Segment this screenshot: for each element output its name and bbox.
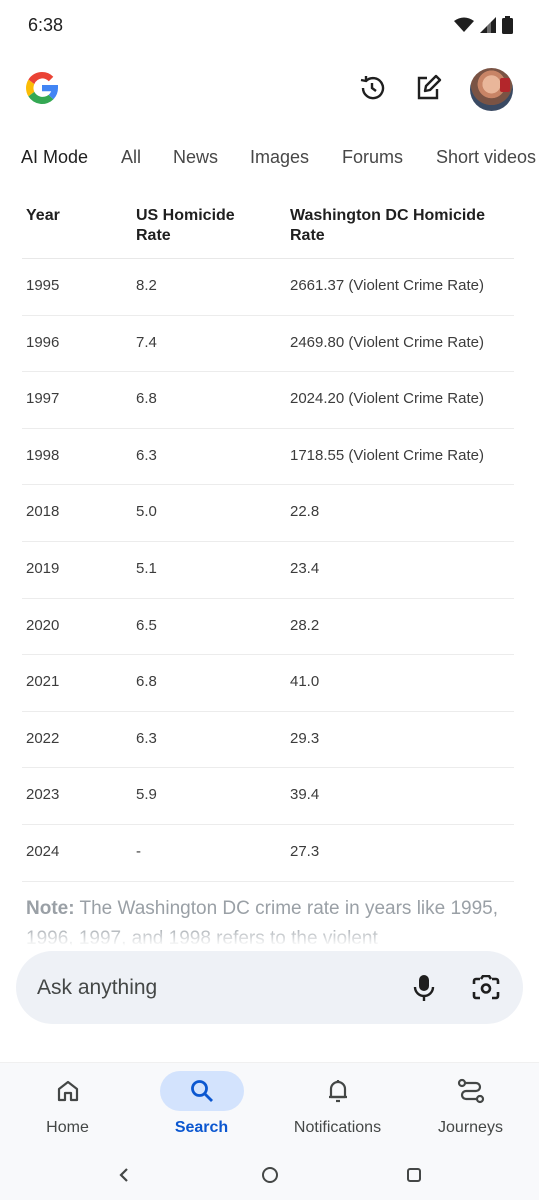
status-bar: 6:38 [0, 0, 539, 50]
system-navigation-bar [0, 1154, 539, 1200]
bottom-navigation: Home Search Notifications Journeys [0, 1062, 539, 1155]
app-header [0, 60, 539, 120]
nav-journeys-label[interactable]: Journeys [438, 1119, 503, 1136]
cell-dc-rate: 1718.55 (Violent Crime Rate) [290, 446, 484, 464]
cell-year: 1995 [26, 277, 60, 294]
search-icon[interactable] [159, 1071, 244, 1111]
note-label: Note: [26, 898, 75, 919]
table-row: 1996 7.4 2469.80 (Violent Crime Rate) [22, 316, 514, 373]
table-row: 2020 6.5 28.2 [22, 599, 514, 656]
tab-images[interactable]: Images [250, 147, 310, 167]
camera-lens-icon[interactable] [469, 971, 503, 1005]
history-icon[interactable] [354, 70, 390, 106]
microphone-icon[interactable] [407, 971, 441, 1005]
cell-us-rate: - [136, 842, 141, 860]
table-row: 2019 5.1 23.4 [22, 542, 514, 599]
back-icon[interactable] [109, 1160, 139, 1190]
cell-year: 2020 [26, 616, 60, 634]
cell-us-rate: 6.8 [136, 390, 157, 408]
table-row: 1995 8.2 2661.37 (Violent Crime Rate) [22, 259, 514, 316]
cell-year: 1996 [26, 333, 60, 351]
cell-us-rate: 5.9 [136, 786, 157, 804]
cell-year: 1997 [26, 390, 60, 408]
google-logo[interactable] [22, 68, 62, 108]
cell-us-rate: 6.8 [136, 673, 157, 691]
cell-year: 2022 [26, 729, 60, 747]
tab-news[interactable]: News [173, 147, 219, 167]
recents-icon[interactable] [399, 1160, 429, 1190]
status-icons [454, 16, 513, 39]
table-row: 1997 6.8 2024.20 (Violent Crime Rate) [22, 372, 514, 429]
bell-icon[interactable] [296, 1071, 380, 1111]
table-row: 1998 6.3 1718.55 (Violent Crime Rate) [22, 429, 514, 486]
nav-notifications[interactable]: Notifications [270, 1063, 405, 1155]
cell-year: 2023 [26, 786, 60, 804]
cell-us-rate: 5.0 [136, 503, 157, 521]
content-fade [0, 925, 539, 955]
ask-input-bar[interactable]: Ask anything [16, 951, 523, 1024]
cell-dc-rate: 39.4 [290, 786, 320, 804]
table-row: 2021 6.8 41.0 [22, 655, 514, 712]
cell-dc-rate: 2469.80 (Violent Crime Rate) [290, 333, 484, 351]
nav-notifications-label[interactable]: Notifications [293, 1119, 382, 1136]
cell-dc-rate: 29.3 [290, 729, 320, 747]
table-row: 2024 - 27.3 [22, 825, 514, 882]
cell-dc-rate: 2661.37 (Violent Crime Rate) [290, 277, 484, 294]
cell-us-rate: 6.3 [136, 446, 157, 464]
table-row: 2018 5.0 22.8 [22, 485, 514, 542]
cell-year: 2018 [26, 503, 60, 521]
cell-year: 1998 [26, 446, 60, 464]
home-icon[interactable] [26, 1071, 110, 1111]
cell-us-rate: 5.1 [136, 559, 157, 577]
home-circle-icon[interactable] [255, 1160, 285, 1190]
tab-forums[interactable]: Forums [342, 147, 404, 167]
ask-input-placeholder[interactable]: Ask anything [37, 976, 158, 999]
signal-icon [480, 17, 496, 38]
cell-us-rate: 7.4 [136, 333, 157, 351]
cell-year: 2021 [26, 673, 60, 691]
status-time: 6:38 [28, 15, 64, 35]
nav-journeys[interactable]: Journeys [403, 1063, 538, 1155]
nav-search-label[interactable]: Search [174, 1119, 229, 1136]
tab-short-videos[interactable]: Short videos [436, 147, 537, 167]
tab-ai-mode[interactable]: AI Mode [21, 147, 89, 167]
cell-dc-rate: 41.0 [290, 673, 320, 691]
cell-us-rate: 6.5 [136, 616, 157, 634]
header-year: Year [26, 207, 60, 224]
cell-dc-rate: 27.3 [290, 842, 320, 860]
cell-year: 2019 [26, 559, 60, 577]
account-avatar[interactable] [470, 68, 513, 111]
battery-icon [502, 16, 513, 39]
header-us-rate: US Homicide Rate [136, 207, 235, 244]
homicide-rate-table: Year US Homicide Rate Washington DC Homi… [22, 196, 514, 882]
cell-dc-rate: 22.8 [290, 503, 320, 521]
nav-home-label[interactable]: Home [46, 1119, 89, 1136]
cell-dc-rate: 2024.20 (Violent Crime Rate) [290, 390, 484, 408]
cell-dc-rate: 23.4 [290, 559, 320, 577]
table-header: Year US Homicide Rate Washington DC Homi… [22, 196, 514, 259]
journeys-icon[interactable] [429, 1071, 513, 1111]
wifi-icon [454, 17, 474, 38]
nav-home[interactable]: Home [0, 1063, 135, 1155]
cell-us-rate: 6.3 [136, 729, 157, 747]
cell-us-rate: 8.2 [136, 277, 157, 294]
header-dc-rate: Washington DC Homicide Rate [290, 207, 485, 244]
cell-dc-rate: 28.2 [290, 616, 320, 634]
nav-search[interactable]: Search [134, 1063, 269, 1155]
cell-year: 2024 [26, 842, 60, 860]
table-row: 2022 6.3 29.3 [22, 712, 514, 769]
new-chat-icon[interactable] [410, 70, 446, 106]
search-tabs: AI Mode All News Images Forums Short vid… [0, 147, 539, 171]
tab-all[interactable]: All [121, 147, 142, 167]
table-row: 2023 5.9 39.4 [22, 768, 514, 825]
